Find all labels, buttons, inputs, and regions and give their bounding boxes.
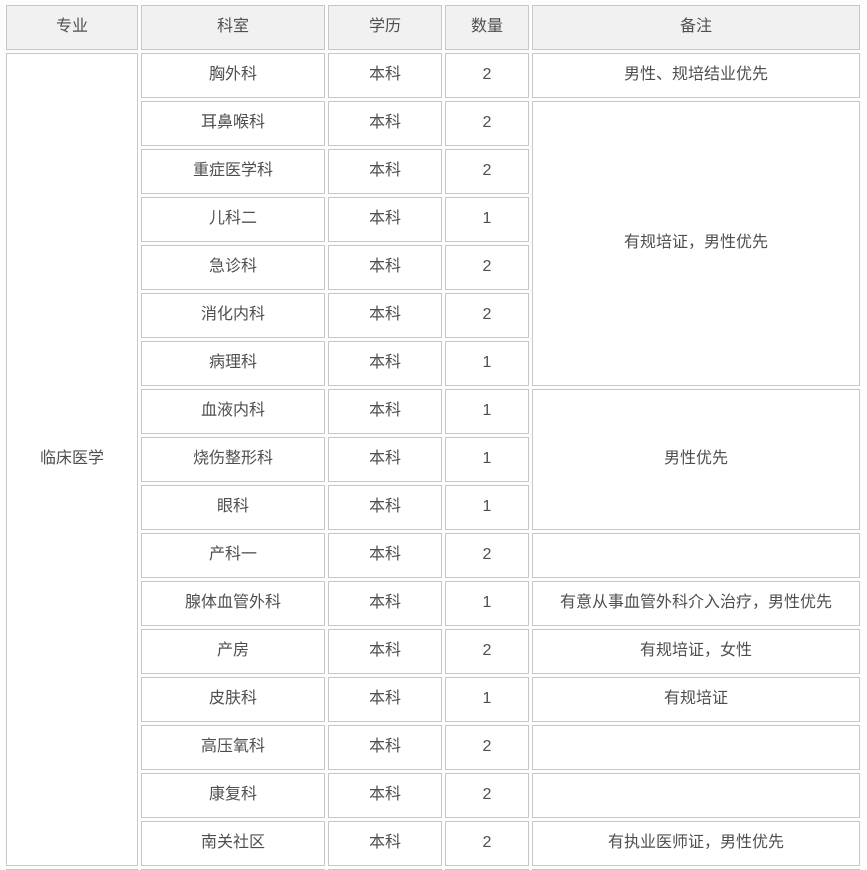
dept-cell: 腺体血管外科	[141, 581, 325, 626]
edu-cell: 本科	[328, 245, 442, 290]
dept-cell: 耳鼻喉科	[141, 101, 325, 146]
table-row: 消化内科 本科 2	[6, 293, 860, 338]
edu-cell: 本科	[328, 773, 442, 818]
dept-cell: 南关社区	[141, 821, 325, 866]
table-row: 康复科 本科 2	[6, 773, 860, 818]
col-header-major: 专业	[6, 5, 138, 50]
note-cell: 有规培证，女性	[532, 629, 860, 674]
table-row: 急诊科 本科 2	[6, 245, 860, 290]
edu-cell: 本科	[328, 341, 442, 386]
dept-cell: 眼科	[141, 485, 325, 530]
table-row: 高压氧科 本科 2	[6, 725, 860, 770]
dept-cell: 血液内科	[141, 389, 325, 434]
note-cell-merged: 男性优先	[532, 389, 860, 530]
qty-cell: 2	[445, 101, 529, 146]
dept-cell: 高压氧科	[141, 725, 325, 770]
edu-cell: 本科	[328, 197, 442, 242]
dept-cell: 产科一	[141, 533, 325, 578]
qty-cell: 1	[445, 581, 529, 626]
qty-cell: 2	[445, 245, 529, 290]
edu-cell: 本科	[328, 725, 442, 770]
table-row: 腺体血管外科 本科 1 有意从事血管外科介入治疗，男性优先	[6, 581, 860, 626]
table-row: 眼科 本科 1	[6, 485, 860, 530]
dept-cell: 消化内科	[141, 293, 325, 338]
note-cell	[532, 533, 860, 578]
qty-cell: 2	[445, 629, 529, 674]
note-cell-merged: 有规培证，男性优先	[532, 101, 860, 386]
edu-cell: 本科	[328, 581, 442, 626]
qty-cell: 1	[445, 197, 529, 242]
qty-cell: 2	[445, 293, 529, 338]
dept-cell: 皮肤科	[141, 677, 325, 722]
dept-cell: 病理科	[141, 341, 325, 386]
recruitment-table: 专业 科室 学历 数量 备注 临床医学 胸外科 本科 2 男性、规培结业优先 耳…	[3, 2, 863, 870]
note-cell: 有执业医师证，男性优先	[532, 821, 860, 866]
qty-cell: 1	[445, 389, 529, 434]
table-row: 皮肤科 本科 1 有规培证	[6, 677, 860, 722]
table-row: 临床医学 胸外科 本科 2 男性、规培结业优先	[6, 53, 860, 866]
edu-cell: 本科	[328, 533, 442, 578]
major-cell: 临床医学	[6, 53, 138, 866]
edu-cell: 本科	[328, 53, 442, 98]
col-header-note: 备注	[532, 5, 860, 50]
header-row: 专业 科室 学历 数量 备注	[6, 5, 860, 50]
table-row: 病理科 本科 1	[6, 341, 860, 386]
dept-cell: 重症医学科	[141, 149, 325, 194]
edu-cell: 本科	[328, 821, 442, 866]
table-row: 耳鼻喉科 本科 2 有规培证，男性优先	[6, 101, 860, 386]
table-row: 儿科二 本科 1	[6, 197, 860, 242]
edu-cell: 本科	[328, 293, 442, 338]
col-header-dept: 科室	[141, 5, 325, 50]
edu-cell: 本科	[328, 149, 442, 194]
dept-cell: 康复科	[141, 773, 325, 818]
note-cell: 男性、规培结业优先	[532, 53, 860, 98]
edu-cell: 本科	[328, 485, 442, 530]
dept-cell: 急诊科	[141, 245, 325, 290]
table-row: 南关社区 本科 2 有执业医师证，男性优先	[6, 821, 860, 866]
dept-cell: 儿科二	[141, 197, 325, 242]
dept-cell: 烧伤整形科	[141, 437, 325, 482]
qty-cell: 1	[445, 677, 529, 722]
note-cell: 有意从事血管外科介入治疗，男性优先	[532, 581, 860, 626]
table-row: 血液内科 本科 1 男性优先	[6, 389, 860, 530]
note-cell	[532, 773, 860, 818]
edu-cell: 本科	[328, 101, 442, 146]
col-header-edu: 学历	[328, 5, 442, 50]
qty-cell: 2	[445, 821, 529, 866]
qty-cell: 2	[445, 533, 529, 578]
edu-cell: 本科	[328, 629, 442, 674]
note-cell	[532, 725, 860, 770]
dept-cell: 产房	[141, 629, 325, 674]
table-row: 重症医学科 本科 2	[6, 149, 860, 194]
edu-cell: 本科	[328, 389, 442, 434]
qty-cell: 2	[445, 725, 529, 770]
table-row: 产科一 本科 2	[6, 533, 860, 578]
note-cell: 有规培证	[532, 677, 860, 722]
edu-cell: 本科	[328, 677, 442, 722]
col-header-qty: 数量	[445, 5, 529, 50]
table-row: 烧伤整形科 本科 1	[6, 437, 860, 482]
qty-cell: 2	[445, 53, 529, 98]
edu-cell: 本科	[328, 437, 442, 482]
qty-cell: 2	[445, 149, 529, 194]
qty-cell: 2	[445, 773, 529, 818]
qty-cell: 1	[445, 437, 529, 482]
qty-cell: 1	[445, 341, 529, 386]
qty-cell: 1	[445, 485, 529, 530]
dept-cell: 胸外科	[141, 53, 325, 98]
table-row: 产房 本科 2 有规培证，女性	[6, 629, 860, 674]
